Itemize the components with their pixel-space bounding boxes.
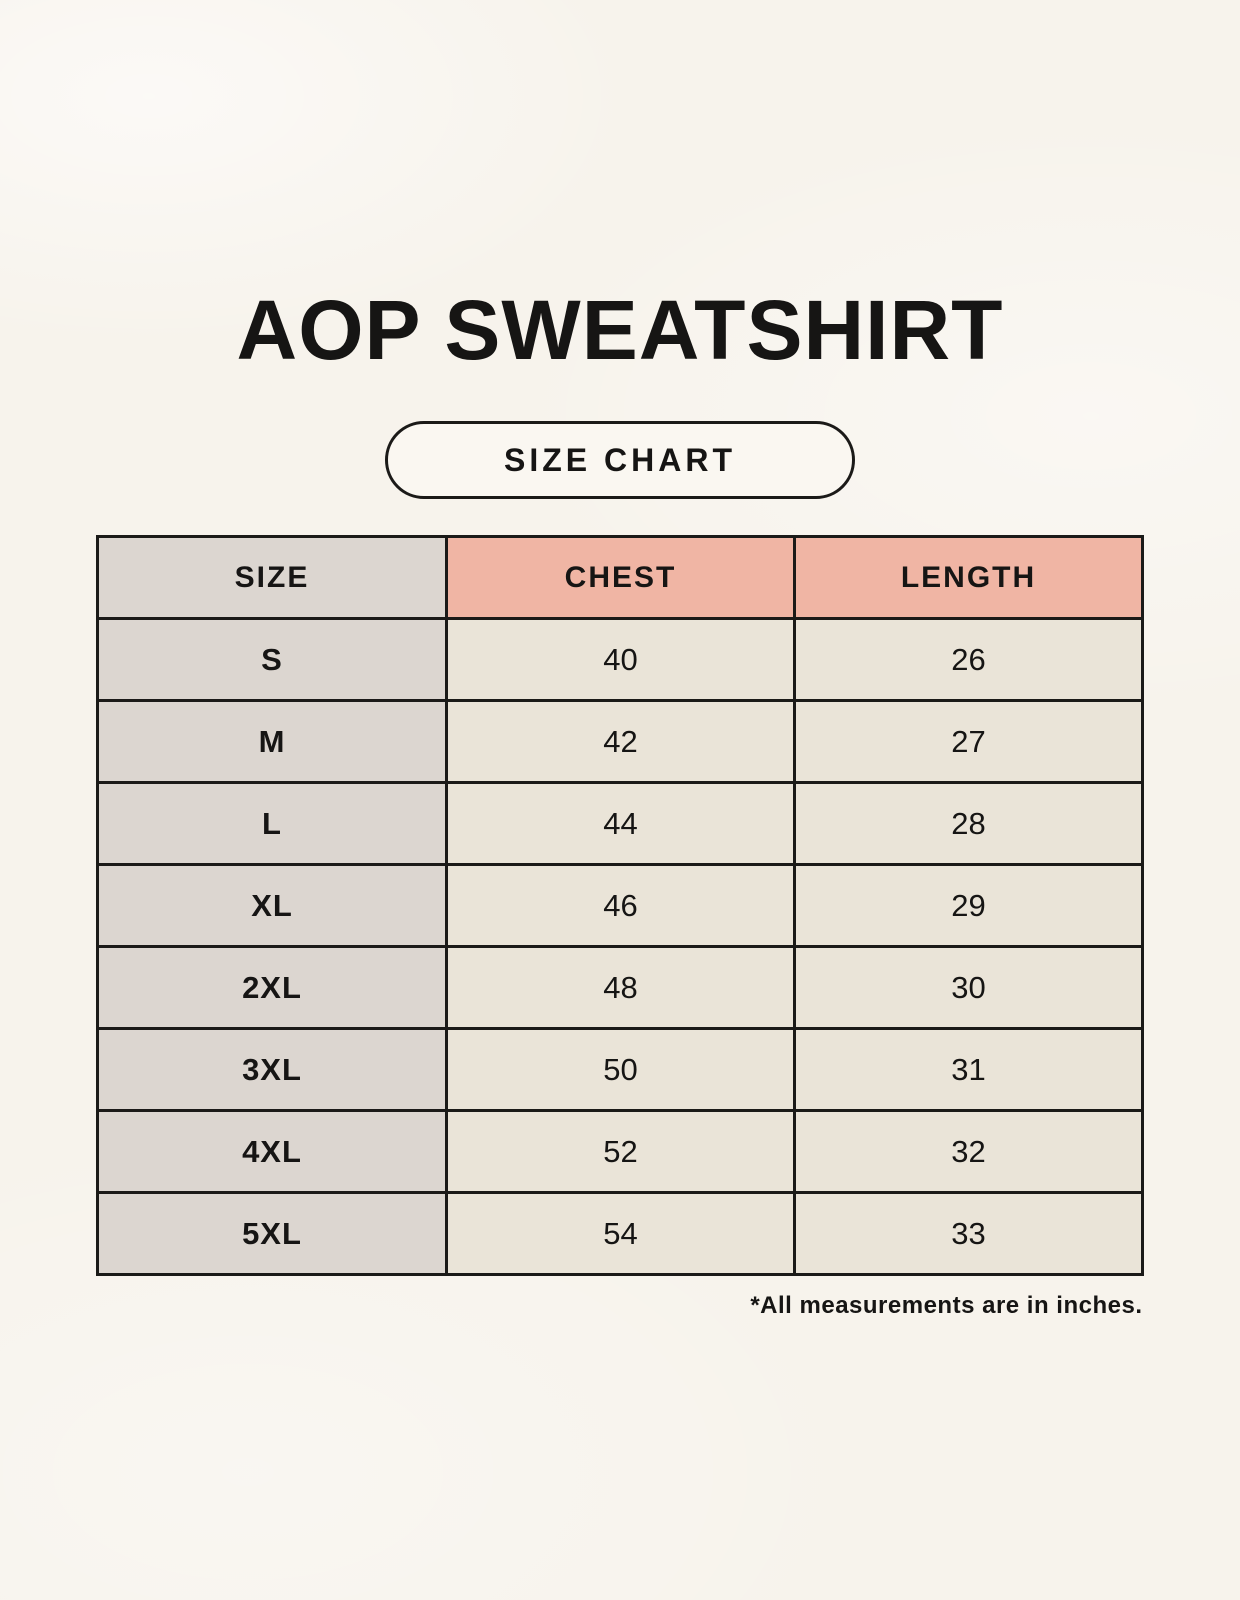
size-table-row: M 42 27 <box>96 699 1144 784</box>
measurements-footnote: *All measurements are in inches. <box>750 1292 1143 1319</box>
length-cell: 27 <box>793 699 1144 784</box>
size-table-row: 5XL 54 33 <box>96 1191 1144 1276</box>
length-cell: 31 <box>793 1027 1144 1112</box>
column-header-length: LENGTH <box>793 535 1144 620</box>
size-table-body: S 40 26 M 42 27 L 44 28 XL 46 29 2XL 48 … <box>96 617 1144 1276</box>
size-cell: L <box>96 781 448 866</box>
length-cell: 28 <box>793 781 1144 866</box>
chest-cell: 48 <box>445 945 796 1030</box>
size-cell: XL <box>96 863 448 948</box>
size-cell: 4XL <box>96 1109 448 1194</box>
chest-cell: 42 <box>445 699 796 784</box>
size-cell: 3XL <box>96 1027 448 1112</box>
chest-cell: 52 <box>445 1109 796 1194</box>
size-table-row: 4XL 52 32 <box>96 1109 1144 1194</box>
size-chart-badge-label: SIZE CHART <box>504 441 736 478</box>
size-table: SIZE CHEST LENGTH S 40 26 M 42 27 L 44 2… <box>96 535 1144 1276</box>
chest-cell: 46 <box>445 863 796 948</box>
column-header-size: SIZE <box>96 535 448 620</box>
chest-cell: 50 <box>445 1027 796 1112</box>
column-header-chest: CHEST <box>445 535 796 620</box>
length-cell: 33 <box>793 1191 1144 1276</box>
chest-cell: 44 <box>445 781 796 866</box>
size-cell: 2XL <box>96 945 448 1030</box>
size-chart-badge: SIZE CHART <box>385 421 855 499</box>
chest-cell: 54 <box>445 1191 796 1276</box>
size-cell: 5XL <box>96 1191 448 1276</box>
size-table-row: 2XL 48 30 <box>96 945 1144 1030</box>
length-cell: 32 <box>793 1109 1144 1194</box>
size-table-header-row: SIZE CHEST LENGTH <box>96 535 1144 620</box>
size-table-row: 3XL 50 31 <box>96 1027 1144 1112</box>
length-cell: 29 <box>793 863 1144 948</box>
size-table-row: L 44 28 <box>96 781 1144 866</box>
size-cell: M <box>96 699 448 784</box>
size-table-row: S 40 26 <box>96 617 1144 702</box>
size-cell: S <box>96 617 448 702</box>
size-table-row: XL 46 29 <box>96 863 1144 948</box>
length-cell: 26 <box>793 617 1144 702</box>
chest-cell: 40 <box>445 617 796 702</box>
page-title: AOP SWEATSHIRT <box>236 283 1004 377</box>
length-cell: 30 <box>793 945 1144 1030</box>
